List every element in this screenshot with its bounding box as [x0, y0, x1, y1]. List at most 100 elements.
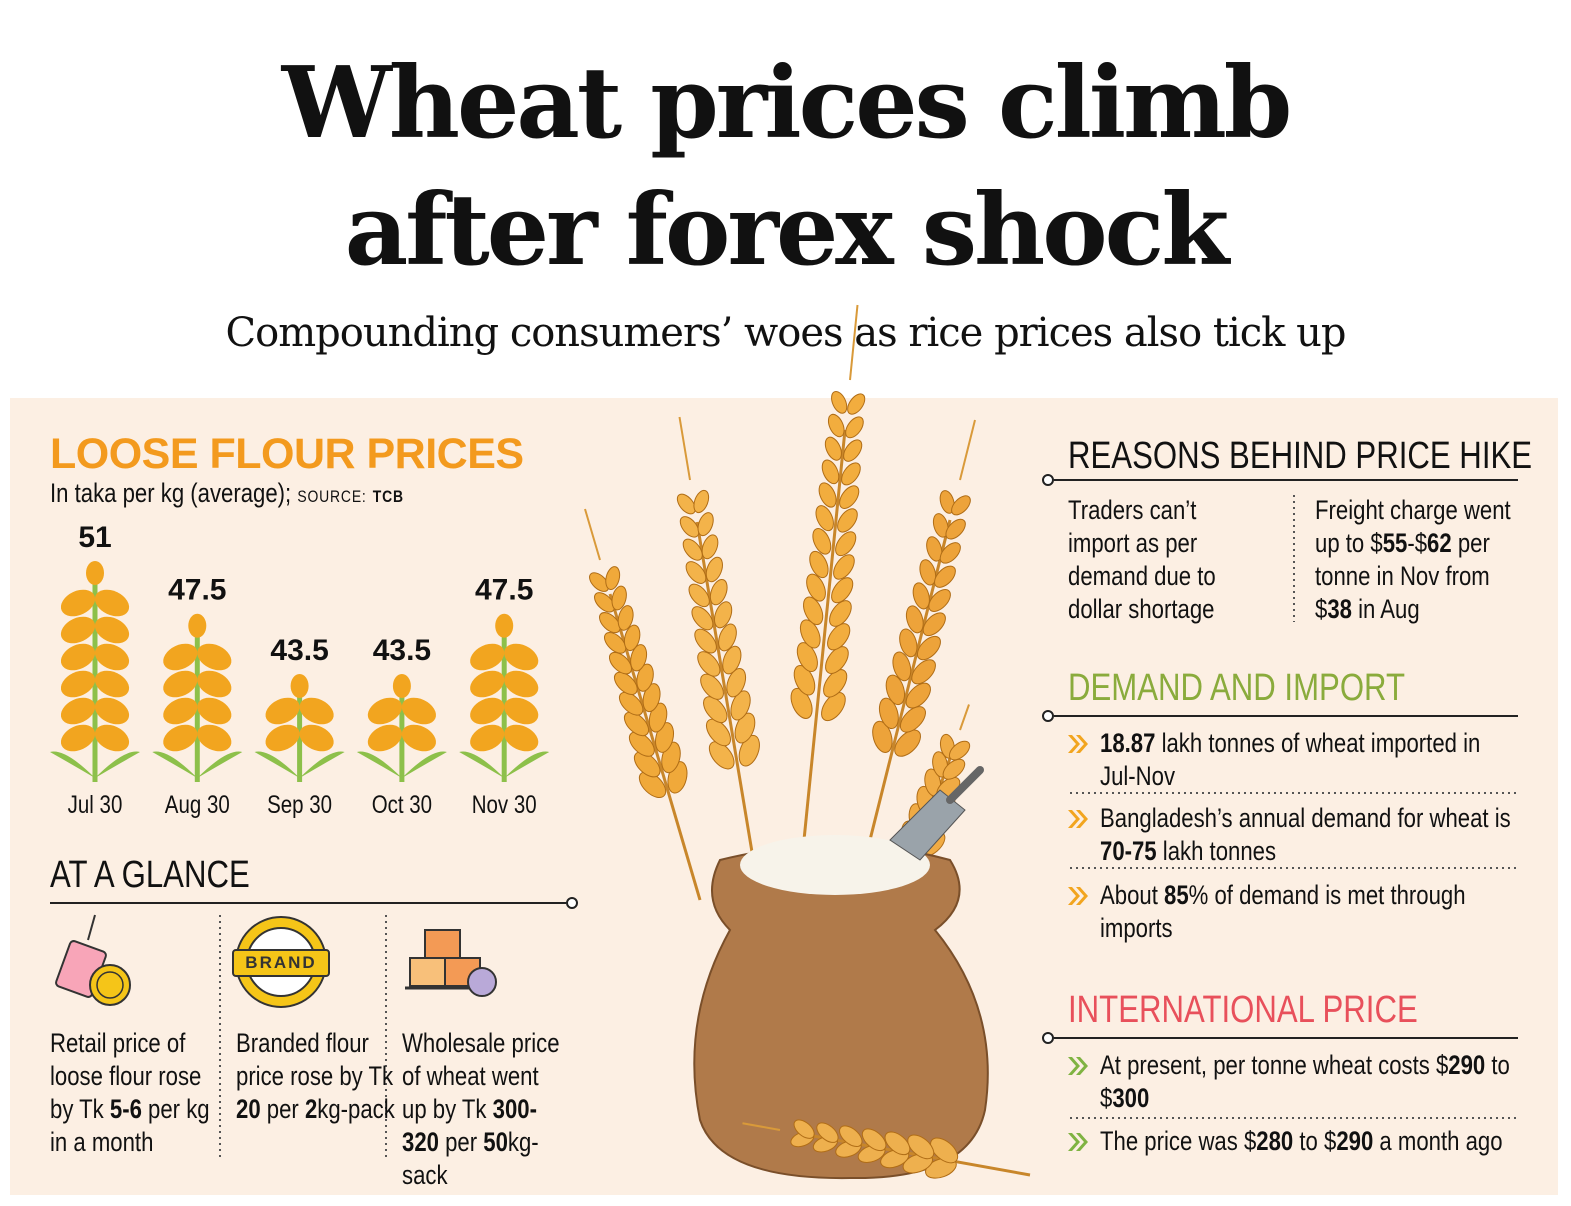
grain	[163, 643, 198, 671]
grain	[734, 712, 756, 744]
grain	[839, 485, 860, 509]
grain	[700, 673, 724, 700]
grain	[845, 416, 864, 439]
grain	[829, 600, 852, 627]
grain	[922, 612, 946, 637]
grain	[694, 628, 717, 654]
grain	[861, 1128, 887, 1152]
grain	[401, 724, 436, 752]
grain	[705, 556, 723, 583]
text-item: 18.87 lakh tonnes of wheat imported in J…	[1100, 727, 1518, 793]
grain	[945, 518, 966, 540]
grain	[926, 536, 943, 562]
value-label: 47.5	[168, 574, 226, 607]
grain	[691, 606, 714, 631]
text-run: kg-sack	[402, 1127, 539, 1190]
grain	[837, 508, 858, 533]
grain	[827, 623, 851, 651]
grain	[94, 589, 130, 617]
grain	[504, 643, 539, 671]
bold-run: 290	[1448, 1050, 1486, 1080]
leaf	[299, 751, 345, 778]
wheat-bar	[356, 674, 447, 782]
grain	[930, 1137, 959, 1164]
chart-subtitle-row: In taka per kg (average); SOURCE: TCB	[50, 478, 404, 509]
text-run: Freight charge went up to $	[1315, 495, 1511, 558]
text-run: About	[1100, 880, 1165, 910]
text-run: % of demand is met through imports	[1100, 880, 1466, 943]
grain	[682, 538, 703, 561]
leaf	[504, 751, 550, 778]
grain	[470, 643, 505, 671]
text-run: The price was $	[1100, 1126, 1257, 1156]
grain	[839, 1125, 863, 1147]
text-item: The price was $280 to $290 a month ago	[1100, 1125, 1535, 1158]
leaf	[197, 751, 243, 778]
category-label: Nov 30	[472, 790, 537, 818]
text-run: to $	[1100, 1050, 1510, 1113]
text-run: per tonne in Nov from $	[1315, 528, 1490, 624]
grain	[816, 1122, 839, 1143]
grain	[60, 643, 96, 671]
grain	[638, 771, 667, 798]
grain	[594, 592, 615, 613]
grain	[617, 605, 634, 631]
grain	[470, 670, 505, 698]
grain	[806, 573, 826, 602]
chart-title: LOOSE FLOUR PRICES	[50, 430, 524, 478]
grain	[703, 696, 728, 724]
grain	[94, 724, 130, 752]
awn	[742, 1122, 781, 1131]
bold-run: 2	[304, 1094, 318, 1124]
bold-run: 38	[1327, 594, 1352, 624]
bullet	[1068, 1133, 1088, 1151]
wheat-illustration	[584, 304, 1031, 1180]
grain	[793, 1119, 815, 1139]
grain	[892, 651, 912, 682]
grain	[793, 665, 816, 696]
grain	[790, 687, 813, 719]
stalk	[798, 429, 847, 881]
grain	[809, 550, 829, 579]
wheat-bar	[50, 561, 140, 782]
grain	[824, 436, 842, 461]
grain	[603, 631, 627, 654]
bold-run: 85	[1164, 880, 1189, 910]
rule-dot	[1042, 1032, 1054, 1044]
section-title: INTERNATIONAL PRICE	[1068, 989, 1418, 1031]
grain	[163, 697, 198, 725]
text-run: Retail price of loose flour rose by Tk	[50, 1028, 202, 1124]
text-item: At present, per tonne wheat costs $290 t…	[1100, 1049, 1535, 1115]
grain	[608, 651, 632, 675]
grain	[730, 690, 751, 721]
grain	[905, 682, 931, 709]
grain	[928, 589, 951, 612]
grain	[197, 643, 232, 671]
boxes-icon	[405, 929, 497, 997]
text-item: Retail price of loose flour rose by Tk 5…	[50, 1027, 210, 1159]
bold-run: 50	[483, 1127, 508, 1157]
bullet	[1068, 1057, 1088, 1075]
text-item: Branded flour price rose by Tk 20 per 2k…	[236, 1027, 396, 1126]
scoop	[889, 789, 966, 861]
bold-run: 300-320	[402, 1094, 537, 1157]
title-line: Wheat prices climb	[281, 46, 1293, 161]
grain	[916, 635, 941, 661]
grain	[392, 674, 411, 698]
text-run: per kg in a month	[50, 1094, 210, 1157]
grain	[599, 612, 621, 634]
grain	[821, 459, 840, 485]
subtitle: Compounding consumers’ woes as rice pric…	[225, 310, 1347, 356]
grain	[367, 724, 402, 752]
awn	[849, 304, 859, 381]
grain	[718, 623, 737, 652]
grain	[701, 534, 719, 560]
rule-dot	[566, 897, 578, 909]
value-label: 43.5	[373, 634, 431, 667]
grain	[796, 642, 818, 672]
grain	[919, 559, 937, 586]
bold-run: 18.87	[1100, 728, 1156, 758]
text-run: Bangladesh’s annual demand for wheat is	[1100, 803, 1511, 833]
category-label: Oct 30	[372, 790, 432, 818]
